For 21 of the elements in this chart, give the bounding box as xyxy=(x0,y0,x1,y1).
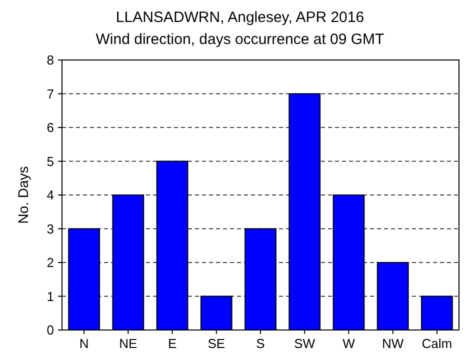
x-tick-label: NE xyxy=(119,336,138,351)
y-tick-label: 8 xyxy=(46,52,54,68)
chart-title: LLANSADWRN, Anglesey, APR 2016 xyxy=(116,9,364,26)
x-tick-label: NW xyxy=(382,336,404,351)
y-tick-label: 6 xyxy=(46,120,54,136)
x-tick-label: S xyxy=(256,336,266,351)
y-tick-label: 5 xyxy=(46,154,54,169)
chart-subtitle: Wind direction, days occurrence at 09 GMT xyxy=(96,31,384,48)
y-tick-label: 1 xyxy=(46,288,54,304)
x-tick-label: W xyxy=(342,336,356,351)
y-axis-title: No. Days xyxy=(15,166,31,224)
x-tick-label: SE xyxy=(208,336,226,351)
x-tick-label: SW xyxy=(294,336,316,351)
x-tick-label: Calm xyxy=(422,336,452,351)
y-tick-label: 2 xyxy=(46,255,54,270)
x-tick-label: E xyxy=(168,336,177,351)
x-tick-label: N xyxy=(79,336,89,351)
y-tick-label: 4 xyxy=(46,188,54,203)
y-tick-label: 3 xyxy=(46,221,54,236)
y-tick-label: 7 xyxy=(46,86,54,102)
y-tick-label: 0 xyxy=(46,322,54,338)
